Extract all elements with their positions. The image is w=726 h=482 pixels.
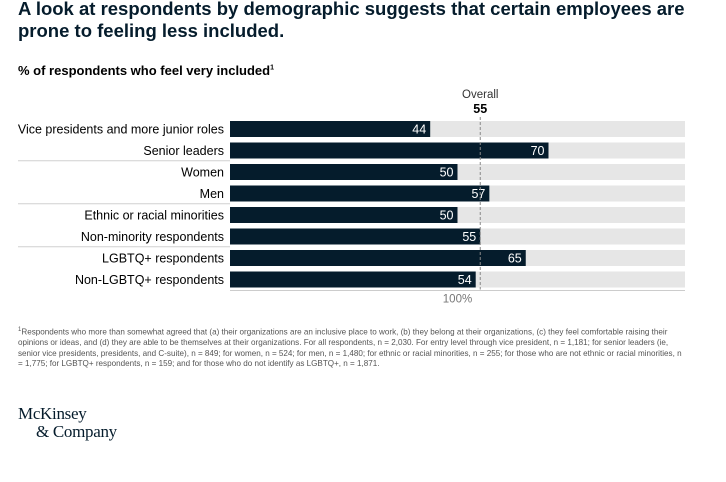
bar [230,121,431,137]
bar [230,228,481,245]
bar [230,271,476,288]
data-label: 50 [440,209,454,223]
footnote-mark: 1 [18,327,22,333]
category-label: Non-LGBTQ+ respondents [75,273,224,287]
data-label: 44 [412,123,426,137]
overall-label: Overall [462,89,498,101]
data-label: 54 [458,273,472,287]
category-label: Ethnic or racial minorities [84,209,224,223]
bar [230,185,490,202]
bar [230,142,549,159]
logo-line-2: & Company [36,422,117,441]
data-label: 65 [508,252,522,266]
chart-subtitle: % of respondents who feel very included1 [18,63,274,78]
logo-line-1: McKinsey [18,404,87,423]
category-label: Senior leaders [143,144,224,158]
chart-subtitle-text: % of respondents who feel very included [18,63,271,78]
footnote: 1Respondents who more than somewhat agre… [18,325,688,369]
headline: A look at respondents by demographic sug… [18,0,685,41]
bar [230,164,458,180]
overall-value: 55 [473,102,487,116]
category-label: Vice presidents and more junior roles [18,123,224,137]
mckinsey-logo: McKinsey & Company [18,405,117,441]
category-label: Women [181,166,224,180]
bar [230,250,526,266]
category-label: LGBTQ+ respondents [102,252,224,266]
bar-chart: Vice presidents and more junior roles 44 S… [18,89,685,306]
data-label: 50 [440,166,454,180]
footnote-text: Respondents who more than somewhat agree… [18,327,682,368]
data-label: 57 [471,187,485,201]
data-label: 70 [531,144,545,158]
category-label: Men [200,187,224,201]
bar [230,207,458,223]
data-label: 55 [462,230,476,244]
subtitle-footnote-mark: 1 [270,64,275,72]
axis-end-label: 100% [443,294,472,306]
category-label: Non-minority respondents [81,230,224,244]
